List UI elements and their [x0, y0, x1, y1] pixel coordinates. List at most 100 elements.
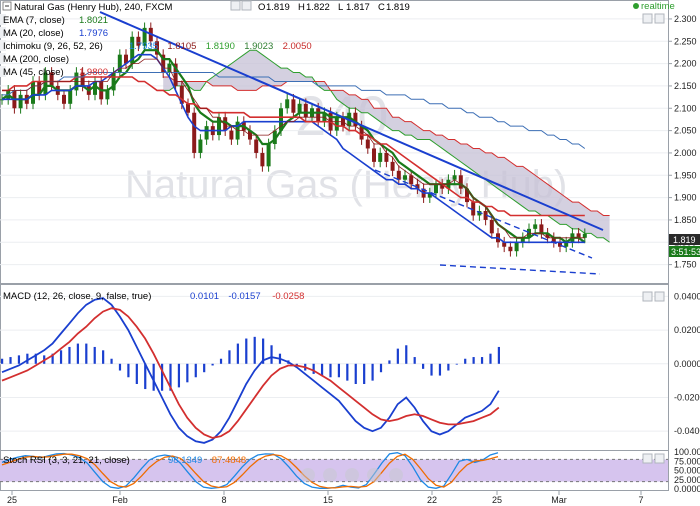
- time-tick-label: 25: [7, 495, 17, 505]
- macd-histogram-bar: [236, 343, 239, 364]
- macd-histogram-bar: [422, 363, 425, 369]
- legend-value: 1.7935: [129, 41, 158, 52]
- reset-icon[interactable]: [345, 468, 359, 482]
- candle-body: [458, 175, 463, 189]
- candle-body: [551, 237, 556, 243]
- macd-histogram-bar: [455, 363, 458, 365]
- price-tick-label: 1.900: [674, 193, 697, 203]
- series-ma-45-close: [2, 76, 585, 217]
- candle-body: [179, 85, 184, 104]
- zoom-out-icon[interactable]: [301, 468, 315, 482]
- candle-body: [483, 211, 488, 220]
- time-tick-label: 15: [323, 495, 333, 505]
- ohlc-value-h: 1.822: [306, 2, 330, 13]
- macd-histogram-bar: [93, 346, 96, 364]
- time-tick-label: Feb: [112, 495, 128, 505]
- last-price-box: [669, 234, 700, 245]
- candle-body: [161, 54, 166, 73]
- zoom-in-icon[interactable]: [389, 468, 403, 482]
- candle-body: [49, 72, 54, 86]
- macd-legend: MACD (12, 26, close, 9, false, true) 0.01…: [3, 291, 304, 302]
- ohlc-values: O 1.819 H 1.822 L 1.817 C 1.819: [258, 2, 410, 13]
- macd-series-signal: [1, 307, 500, 439]
- macd-legend-value: -0.0258: [272, 291, 304, 302]
- macd-legend-value: -0.0157: [228, 291, 260, 302]
- scroll-left-icon[interactable]: [323, 468, 337, 482]
- cloud-span-a: [163, 49, 610, 243]
- macd-histogram-bar: [320, 363, 324, 376]
- hide-icon[interactable]: [241, 0, 252, 11]
- candle-body: [582, 233, 587, 238]
- time-tick-label: Mar: [551, 495, 567, 505]
- candle-body: [508, 246, 513, 252]
- candle-body: [520, 237, 525, 243]
- macd-settings-icon[interactable]: [642, 291, 653, 302]
- rsi-close-icon[interactable]: [654, 453, 665, 464]
- countdown-label: 3:51:53: [671, 247, 700, 257]
- macd-close-icon[interactable]: [654, 291, 665, 302]
- macd-histogram-bar: [194, 363, 197, 378]
- candle-body: [440, 184, 445, 189]
- candle-body: [260, 152, 265, 167]
- ohlc-key-o: O: [258, 2, 265, 13]
- candle-body: [291, 99, 296, 113]
- macd-histogram-bar: [9, 357, 12, 364]
- candle-body: [316, 108, 321, 122]
- macd-histogram-bar: [1, 358, 4, 364]
- candle-body: [545, 233, 550, 238]
- candle-body: [155, 41, 159, 55]
- candle-body: [186, 103, 190, 113]
- candle-body: [403, 175, 407, 180]
- countdown-badge: 3:51:53: [669, 246, 700, 257]
- legend-label: MA (200, close): [3, 54, 69, 65]
- rsi-tick-label: 75.0000: [674, 456, 700, 466]
- candle-body: [117, 54, 122, 73]
- candle-body: [217, 117, 221, 136]
- candle-body: [365, 139, 370, 149]
- realtime-dot-icon: [633, 3, 639, 9]
- macd-histogram-bar: [354, 363, 357, 384]
- indicator-lines: [1, 49, 586, 244]
- candle-body: [415, 184, 420, 189]
- price-tick-label: 1.950: [674, 170, 697, 180]
- panel-close-icon[interactable]: [654, 13, 665, 24]
- macd-histogram-bar: [76, 343, 79, 364]
- trendline-main[interactable]: [99, 11, 604, 231]
- trendline-channel-upper[interactable]: [374, 169, 593, 259]
- rsi-tick-label: 50.0000: [674, 466, 700, 476]
- last-price-badge: 1.819: [669, 234, 700, 245]
- countdown-box: [669, 246, 700, 257]
- macd-histogram-bar: [337, 363, 341, 378]
- header-toolbar: [230, 0, 252, 11]
- price-tick-label: 2.250: [674, 36, 697, 46]
- macd-histogram-bar: [371, 363, 374, 381]
- macd-histogram-bar: [396, 348, 399, 364]
- price-tick-label: 2.050: [674, 126, 697, 136]
- candle-body: [68, 90, 73, 104]
- candle-body: [80, 72, 85, 86]
- macd-histogram-bar: [405, 345, 408, 364]
- scroll-right-icon[interactable]: [367, 468, 381, 482]
- time-tick-label: 22: [427, 495, 437, 505]
- macd-panel-toolbar: [642, 291, 665, 302]
- cloud-span-b: [163, 76, 610, 216]
- price-tick-label: 2.300: [674, 14, 697, 24]
- macd-panel: [0, 295, 668, 444]
- rsi-settings-icon[interactable]: [642, 453, 653, 464]
- macd-histogram-bar: [270, 345, 273, 364]
- candle-body: [142, 27, 147, 46]
- macd-histogram-bar: [447, 363, 450, 371]
- candle-body: [477, 211, 482, 216]
- trendline-channel-lower[interactable]: [439, 264, 601, 275]
- ohlc-key-l: L: [338, 2, 343, 13]
- macd-histogram-bar: [110, 358, 113, 364]
- macd-histogram-bar: [17, 355, 21, 364]
- ohlc-value-l: 1.817: [346, 2, 370, 13]
- settings-icon[interactable]: [230, 0, 241, 11]
- macd-series-macd: [1, 297, 500, 444]
- macd-histogram-bar: [472, 357, 475, 364]
- candle-body: [471, 202, 476, 216]
- panel-settings-icon[interactable]: [642, 13, 653, 24]
